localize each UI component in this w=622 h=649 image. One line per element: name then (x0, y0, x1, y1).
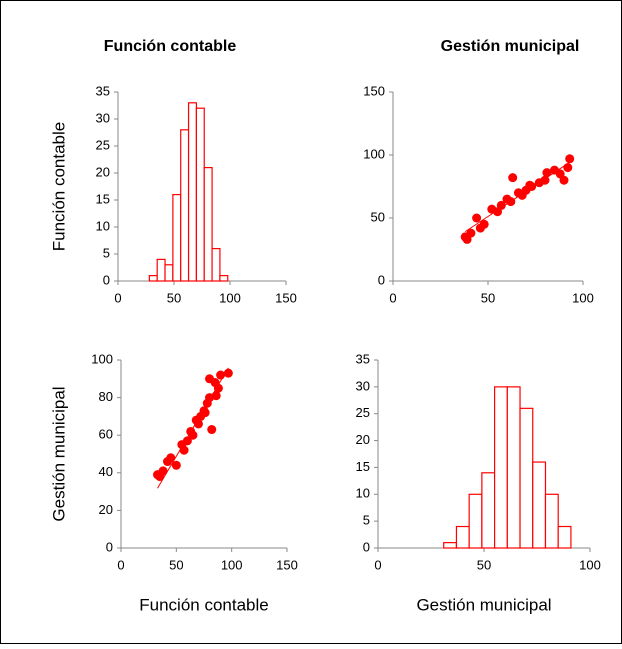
histogram-bar (187, 102, 197, 282)
x-tick-label: 150 (276, 557, 298, 572)
scatter-point (542, 168, 552, 178)
x-axis-label: Función contable (139, 595, 268, 614)
x-tick-label: 0 (389, 290, 396, 305)
y-tick-label: 15 (96, 191, 110, 206)
x-tick-label: 100 (572, 290, 594, 305)
y-tick-label: 0 (106, 539, 113, 554)
y-axis-label: Función contable (49, 122, 68, 251)
histogram-bar (468, 493, 483, 549)
x-tick-label: 0 (117, 557, 124, 572)
histogram-bar (148, 275, 158, 282)
scatter-point (200, 408, 210, 418)
y-tick-label: 0 (363, 539, 370, 554)
y-tick-label: 10 (96, 218, 110, 233)
histogram-bar (443, 542, 458, 549)
chart-title: Función contable (104, 38, 237, 55)
scatter-point (179, 445, 189, 455)
x-tick-label: 150 (275, 290, 297, 305)
scatter-point (191, 415, 201, 425)
scatter-point (565, 154, 575, 164)
y-tick-label: 10 (356, 486, 370, 501)
scatter-point (223, 368, 233, 378)
y-tick-label: 35 (96, 83, 110, 98)
scatter-point (502, 194, 512, 204)
y-tick-label: 30 (356, 378, 370, 393)
histogram-bar (211, 248, 221, 282)
x-tick-label: 100 (219, 290, 241, 305)
histogram-bar (544, 493, 559, 549)
scatter-point (563, 163, 573, 173)
scatter-point (508, 173, 518, 183)
y-tick-label: 0 (378, 272, 385, 287)
histogram-bar (219, 275, 229, 282)
y-tick-label: 35 (356, 351, 370, 366)
y-tick-label: 30 (96, 110, 110, 125)
histogram-bar (481, 472, 496, 549)
y-tick-label: 0 (103, 272, 110, 287)
y-tick-label: 5 (103, 245, 110, 260)
x-tick-label: 0 (374, 557, 381, 572)
y-tick-label: 40 (99, 464, 113, 479)
scatter-point (540, 175, 550, 185)
y-tick-label: 100 (91, 351, 113, 366)
scatter-point (207, 425, 217, 435)
scatter-point (155, 472, 165, 482)
y-axis-label: Gestión municipal (49, 386, 68, 521)
histogram-bar (156, 258, 166, 282)
histogram-bar (519, 407, 534, 549)
histogram-bar (494, 386, 508, 549)
scatter-point (525, 180, 535, 190)
y-tick-label: 5 (363, 513, 370, 528)
x-tick-label: 50 (481, 290, 495, 305)
x-tick-label: 50 (169, 557, 183, 572)
histogram-bar (180, 129, 190, 282)
scatter-point (550, 165, 559, 175)
y-tick-label: 20 (96, 164, 110, 179)
x-tick-label: 0 (114, 290, 121, 305)
scatter-point (182, 436, 192, 446)
y-tick-label: 15 (356, 459, 370, 474)
x-tick-label: 100 (221, 557, 243, 572)
scatter-point (472, 213, 482, 223)
scatter-point (211, 391, 221, 401)
x-tick-label: 50 (167, 290, 181, 305)
histogram-bar (172, 194, 182, 282)
y-tick-label: 25 (356, 405, 370, 420)
scatter-point (479, 219, 489, 229)
scatter-point (171, 460, 181, 470)
scatter-point (460, 232, 470, 242)
y-tick-label: 150 (363, 83, 385, 98)
y-tick-label: 50 (371, 209, 385, 224)
x-axis-label: Gestión municipal (416, 595, 551, 614)
histogram-bar (203, 167, 213, 282)
y-tick-label: 60 (99, 427, 113, 442)
chart-title: Gestión municipal (441, 38, 580, 55)
histogram-bar (557, 525, 572, 549)
y-tick-label: 80 (99, 389, 113, 404)
x-tick-label: 50 (477, 557, 491, 572)
scatter-point (216, 370, 226, 380)
scatter-point (188, 430, 198, 440)
y-tick-label: 25 (96, 137, 110, 152)
y-tick-label: 20 (356, 432, 370, 447)
scatter-point (213, 383, 223, 393)
y-tick-label: 20 (99, 502, 113, 517)
histogram-bar (195, 107, 205, 282)
histogram-bar (164, 264, 174, 282)
scatter-point (166, 453, 176, 463)
y-tick-label: 100 (363, 146, 385, 161)
scatter-point (487, 204, 497, 214)
scatter-point (517, 190, 527, 200)
scatter-point (496, 200, 506, 210)
histogram-bar (455, 525, 470, 549)
histogram-bar (532, 461, 547, 549)
histogram-bar (506, 386, 521, 549)
x-tick-label: 100 (579, 557, 601, 572)
